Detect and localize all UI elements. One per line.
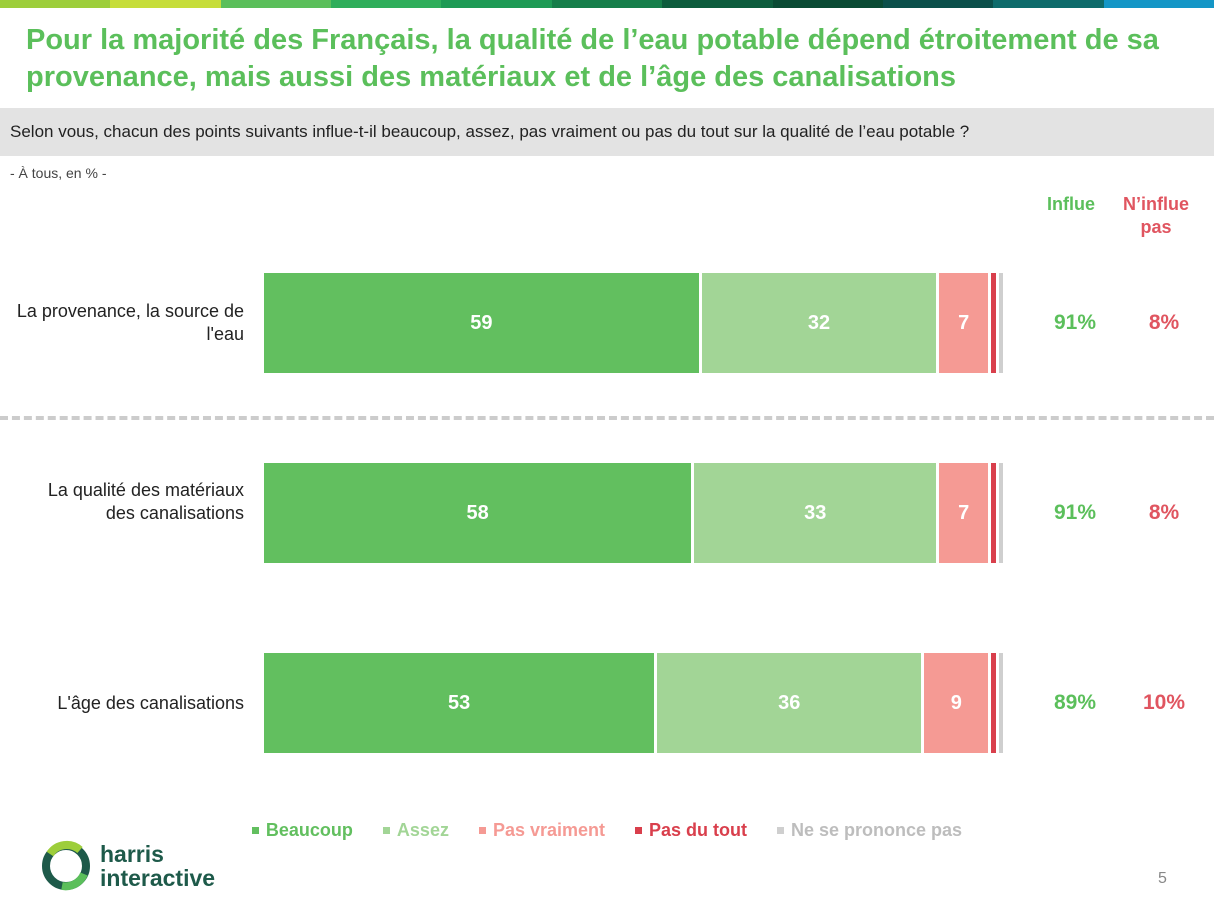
column-header-influe: Influe bbox=[1047, 194, 1095, 214]
influe-total: 89% bbox=[1053, 691, 1097, 714]
data-label: 58 bbox=[466, 501, 489, 524]
logo-text-interactive: interactive bbox=[100, 865, 216, 891]
question-band: Selon vous, chacun des points suivants i… bbox=[0, 108, 1214, 156]
harris-interactive-logo: harris interactive bbox=[40, 838, 260, 898]
legend-swatch bbox=[777, 827, 785, 834]
data-label: 59 bbox=[470, 311, 493, 334]
data-label: 9 bbox=[950, 691, 962, 714]
stripe-segment bbox=[0, 0, 111, 8]
bar-segment-pas-vraiment: 9 bbox=[924, 653, 992, 753]
top-color-stripe bbox=[0, 0, 1214, 8]
stripe-segment bbox=[551, 0, 663, 8]
bar-segment-assez: 32 bbox=[701, 273, 940, 373]
legend-label: Pas vraiment bbox=[492, 820, 606, 840]
data-label: 7 bbox=[958, 501, 970, 524]
legend-item: Ne se prononce pas bbox=[777, 820, 962, 841]
harris-logo-icon bbox=[42, 840, 90, 891]
stripe-segment bbox=[331, 0, 442, 8]
bar-segment-beaucoup: 59 bbox=[264, 273, 702, 373]
stacked-bar: 53 36 9 bbox=[264, 653, 1006, 753]
influe-total: 91% bbox=[1053, 501, 1097, 524]
bar-segment-assez: 33 bbox=[694, 463, 940, 563]
stacked-bar: 59 32 7 bbox=[264, 273, 1006, 373]
dashed-divider bbox=[0, 416, 1214, 420]
data-label: 33 bbox=[804, 501, 827, 524]
page-number: 5 bbox=[1158, 870, 1167, 887]
stacked-bar: 58 33 7 bbox=[264, 463, 1006, 563]
bar-segment-beaucoup: 53 bbox=[264, 653, 658, 753]
bar-segment-beaucoup: 58 bbox=[264, 463, 695, 563]
survey-question: Selon vous, chacun des points suivants i… bbox=[10, 122, 970, 141]
bar-segment-pas-du-tout bbox=[991, 463, 999, 563]
bar-segment-pas-du-tout bbox=[991, 653, 999, 753]
legend-label: Pas du tout bbox=[649, 820, 748, 840]
row-label: La provenance, la source de l'eau bbox=[16, 301, 244, 344]
legend-swatch bbox=[382, 827, 390, 834]
bar-segment-pas-vraiment: 7 bbox=[939, 273, 992, 373]
data-label: 7 bbox=[958, 311, 970, 334]
legend-label: Beaucoup bbox=[265, 820, 353, 840]
bar-segment-ne-se-prononce-pas bbox=[998, 273, 1006, 373]
legend-swatch bbox=[478, 827, 486, 834]
stripe-segment bbox=[993, 0, 1104, 8]
legend-item: Pas vraiment bbox=[478, 820, 606, 841]
column-header-ninflue: N’influe pas bbox=[1123, 194, 1189, 237]
ninflue-total: 8% bbox=[1148, 501, 1180, 524]
stripe-segment bbox=[882, 0, 994, 8]
ninflue-total: 10% bbox=[1142, 691, 1186, 714]
legend-swatch bbox=[635, 827, 643, 834]
legend-label: Ne se prononce pas bbox=[791, 820, 963, 840]
bar-segment-ne-se-prononce-pas bbox=[998, 463, 1006, 563]
ninflue-total: 8% bbox=[1148, 311, 1180, 334]
stripe-segment bbox=[220, 0, 332, 8]
row-label: L'âge des canalisations bbox=[57, 692, 244, 713]
legend-swatch bbox=[251, 827, 259, 834]
bar-segment-assez: 36 bbox=[657, 653, 925, 753]
row-label: La qualité des matériaux des canalisatio… bbox=[47, 479, 244, 523]
bar-segment-pas-du-tout bbox=[991, 273, 999, 373]
base-note: - À tous, en % - bbox=[10, 165, 107, 181]
stripe-segment bbox=[110, 0, 221, 8]
legend-item: Assez bbox=[382, 820, 449, 841]
data-label: 53 bbox=[448, 691, 471, 714]
legend-label: Assez bbox=[396, 820, 449, 840]
stripe-segment bbox=[441, 0, 552, 8]
bar-segment-pas-vraiment: 7 bbox=[939, 463, 992, 563]
legend-item: Pas du tout bbox=[635, 820, 747, 841]
logo-text-harris: harris bbox=[100, 841, 164, 867]
page-title: Pour la majorité des Français, la qualit… bbox=[26, 24, 1159, 93]
stripe-segment bbox=[772, 0, 883, 8]
influe-total: 91% bbox=[1053, 311, 1097, 334]
bar-segment-ne-se-prononce-pas bbox=[998, 653, 1006, 753]
stripe-segment bbox=[662, 0, 773, 8]
data-label: 36 bbox=[778, 691, 801, 714]
stripe-segment bbox=[1103, 0, 1214, 8]
data-label: 32 bbox=[807, 311, 831, 334]
chart-legend: Beaucoup Assez Pas vraiment Pas du tout Ne s… bbox=[0, 820, 1214, 841]
legend-item: Beaucoup bbox=[251, 820, 353, 841]
